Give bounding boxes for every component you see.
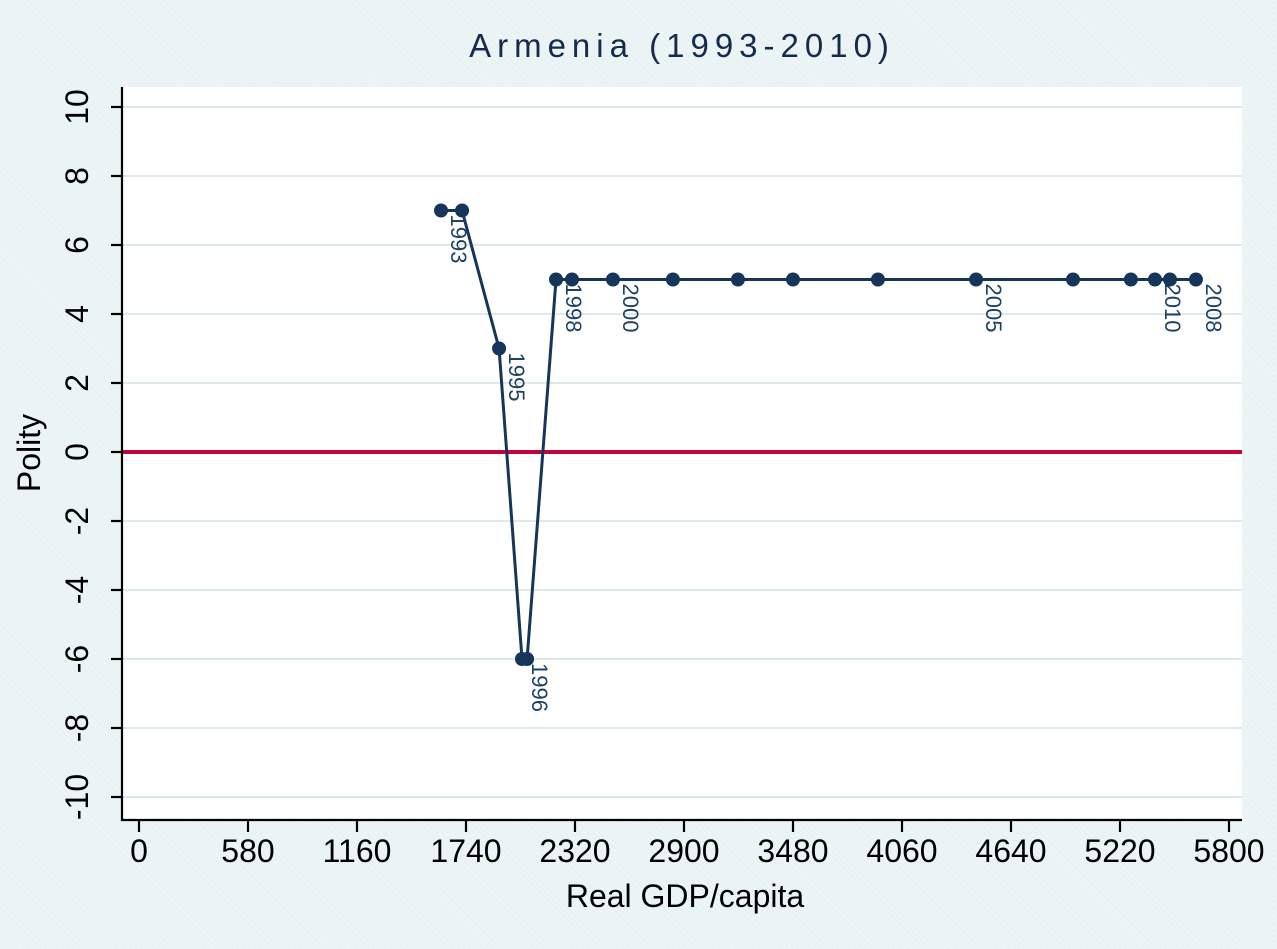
y-tick-label--10: -10: [59, 774, 95, 820]
year-label-1998: 1998: [561, 284, 586, 333]
y-tick-label-0: 0: [59, 443, 95, 461]
data-series: 1993 1995 1996 1998 2000 2005 2008 2010: [434, 203, 1226, 712]
gridlines: [122, 106, 1242, 798]
data-point-1995: [492, 341, 507, 356]
y-axis-ticks: 10 8 6 4 2 0 -2 -4 -6 -8 -10: [59, 89, 121, 820]
data-point-1998: [549, 272, 564, 287]
y-tick-label--2: -2: [59, 507, 95, 535]
x-axis-title: Real GDP/capita: [566, 878, 805, 914]
data-point-2009: [1162, 272, 1177, 287]
x-tick-label-5220: 5220: [1084, 833, 1155, 869]
x-tick-label-0: 0: [130, 833, 148, 869]
chart-title: Armenia (1993-2010): [469, 27, 895, 64]
data-point-2001: [665, 272, 680, 287]
year-label-1996: 1996: [527, 663, 552, 712]
y-tick-label-10: 10: [59, 89, 95, 125]
year-label-1993: 1993: [446, 215, 471, 264]
year-label-1995: 1995: [504, 353, 529, 402]
x-tick-label-1740: 1740: [430, 833, 501, 869]
x-tick-label-1160: 1160: [323, 833, 392, 869]
y-tick-label--6: -6: [59, 645, 95, 673]
x-tick-label-3480: 3480: [757, 833, 828, 869]
y-tick-label-8: 8: [59, 167, 95, 185]
year-label-2005: 2005: [981, 284, 1006, 333]
year-label-2010: 2010: [1160, 284, 1185, 333]
year-label-2008: 2008: [1201, 284, 1226, 333]
data-point-2003: [786, 272, 800, 287]
y-axis-title: Polity: [11, 414, 47, 492]
x-tick-label-2320: 2320: [539, 833, 610, 869]
x-tick-label-580: 580: [221, 833, 274, 869]
x-tick-label-4060: 4060: [866, 833, 937, 869]
data-point-2007: [1123, 272, 1138, 287]
data-point-2000: [605, 272, 620, 287]
x-tick-label-2900: 2900: [648, 833, 719, 869]
data-point-1999: [564, 272, 579, 287]
data-point-2004: [870, 272, 885, 287]
data-point-2010: [1147, 272, 1162, 287]
data-point-2008: [1188, 272, 1203, 287]
x-tick-label-5800: 5800: [1193, 833, 1264, 869]
y-tick-label-6: 6: [59, 236, 95, 254]
x-tick-label-4640: 4640: [975, 833, 1046, 869]
y-tick-label-4: 4: [59, 305, 95, 323]
data-point-2006: [1066, 272, 1081, 287]
data-point-2002: [730, 272, 745, 287]
year-label-2000: 2000: [618, 284, 643, 333]
axes: 0 580 1160 1740 2320 2900 3480 4060 4640 5220 5800…: [59, 87, 1265, 869]
y-tick-label--8: -8: [59, 714, 95, 742]
x-axis-ticks: 0 580 1160 1740 2320 2900 3480 4060 4640 5220 5800: [130, 821, 1265, 869]
data-point-1997: [520, 652, 535, 666]
y-tick-label--4: -4: [59, 576, 95, 604]
data-point-2005: [969, 272, 984, 287]
data-point-1993: [434, 203, 449, 218]
series-line: [439, 209, 1198, 661]
y-tick-label-2: 2: [59, 374, 95, 392]
data-point-1994: [455, 203, 470, 218]
